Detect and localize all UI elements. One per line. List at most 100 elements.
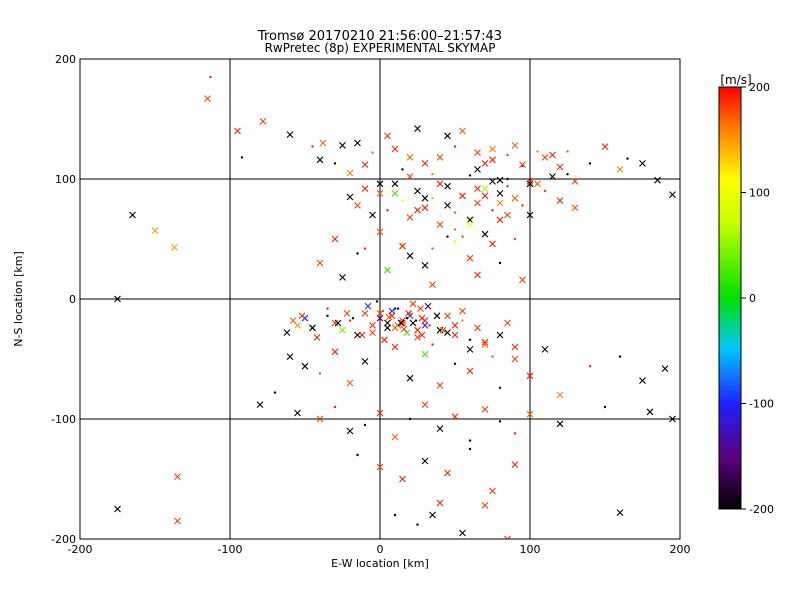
data-point-dot bbox=[506, 185, 509, 188]
data-point-cross bbox=[384, 324, 391, 332]
data-point-cross bbox=[459, 127, 466, 135]
data-point-cross bbox=[376, 310, 384, 317]
data-point-cross bbox=[418, 331, 426, 339]
data-point-cross bbox=[400, 325, 408, 333]
data-point-dot bbox=[431, 173, 434, 176]
data-point-cross bbox=[376, 180, 384, 188]
data-point-dot bbox=[351, 317, 355, 320]
data-point-dot bbox=[468, 338, 472, 341]
plot-area bbox=[79, 58, 681, 540]
data-point-cross bbox=[316, 156, 324, 164]
data-point-cross bbox=[171, 244, 178, 251]
data-point-cross bbox=[376, 463, 384, 471]
data-point-dot bbox=[363, 423, 367, 427]
data-point-cross bbox=[511, 461, 519, 468]
data-point-cross bbox=[409, 300, 417, 308]
data-point-cross bbox=[489, 178, 496, 185]
data-point-cross bbox=[534, 180, 541, 188]
data-point-dot bbox=[431, 343, 434, 346]
data-point-cross bbox=[406, 214, 414, 221]
data-point-cross bbox=[369, 211, 376, 219]
data-point-cross bbox=[459, 307, 466, 315]
data-point-dot bbox=[566, 173, 569, 176]
data-point-cross bbox=[474, 149, 481, 156]
data-point-cross bbox=[451, 413, 459, 420]
data-point-cross bbox=[417, 305, 424, 312]
data-point-dot bbox=[453, 362, 457, 365]
data-point-cross bbox=[358, 331, 366, 339]
data-point-cross bbox=[331, 319, 339, 327]
data-point-dot bbox=[521, 204, 524, 207]
data-point-dot bbox=[326, 314, 329, 317]
data-point-cross bbox=[571, 204, 579, 212]
data-point-cross bbox=[504, 535, 511, 539]
data-point-cross bbox=[406, 374, 414, 382]
data-point-cross bbox=[421, 322, 429, 329]
data-point-cross bbox=[489, 240, 496, 248]
data-point-dot bbox=[393, 513, 397, 517]
data-point-cross bbox=[556, 163, 564, 171]
y-tick-label: 0 bbox=[69, 293, 76, 306]
y-tick-label: 200 bbox=[55, 53, 76, 66]
data-point-cross bbox=[429, 511, 436, 519]
data-point-cross bbox=[414, 125, 421, 132]
data-point-dot bbox=[453, 145, 457, 148]
data-point-dot bbox=[326, 307, 329, 310]
x-axis-label: E-W location [km] bbox=[331, 557, 429, 570]
data-point-cross bbox=[346, 427, 354, 435]
data-point-dot bbox=[431, 247, 434, 250]
data-point-dot bbox=[513, 237, 517, 241]
data-point-cross bbox=[376, 190, 384, 197]
data-point-cross bbox=[339, 326, 346, 334]
x-axis-ticks: -200 -100 0 100 200 bbox=[68, 543, 691, 556]
data-point-cross bbox=[669, 191, 676, 198]
data-point-dot bbox=[498, 386, 502, 389]
colorbar-label: [m/s] bbox=[720, 73, 751, 87]
data-point-dot bbox=[431, 197, 434, 200]
data-point-cross bbox=[114, 505, 121, 513]
data-point-dot bbox=[453, 240, 457, 243]
data-point-cross bbox=[346, 379, 354, 387]
data-point-cross bbox=[556, 197, 564, 204]
data-point-cross bbox=[436, 499, 444, 507]
data-point-cross bbox=[391, 180, 399, 188]
data-point-cross bbox=[346, 169, 354, 177]
data-point-cross bbox=[444, 182, 451, 190]
data-point-cross bbox=[541, 154, 549, 161]
data-point-cross bbox=[421, 204, 429, 212]
data-point-cross bbox=[444, 312, 451, 320]
data-point-dot bbox=[453, 211, 457, 214]
data-point-cross bbox=[339, 274, 346, 281]
data-point-cross bbox=[436, 180, 444, 188]
data-point-cross bbox=[384, 319, 391, 327]
data-point-cross bbox=[504, 319, 511, 327]
data-point-cross bbox=[436, 221, 444, 228]
data-point-cross bbox=[541, 346, 549, 353]
data-point-cross bbox=[204, 95, 211, 102]
data-point-cross bbox=[414, 206, 421, 214]
data-point-cross bbox=[421, 160, 429, 167]
data-point-cross bbox=[496, 190, 504, 197]
data-point-cross bbox=[459, 529, 466, 537]
data-point-cross bbox=[361, 185, 369, 192]
data-point-cross bbox=[474, 271, 481, 279]
data-point-cross bbox=[481, 502, 489, 509]
data-point-dot bbox=[405, 317, 409, 320]
data-point-cross bbox=[174, 517, 181, 525]
data-point-cross bbox=[436, 382, 444, 389]
data-point-dot bbox=[566, 150, 569, 153]
data-point-dot bbox=[333, 162, 337, 165]
data-point-cross bbox=[489, 487, 496, 495]
data-point-cross bbox=[421, 350, 429, 358]
data-point-cross bbox=[234, 127, 241, 135]
data-point-cross bbox=[421, 401, 429, 408]
data-point-cross bbox=[309, 324, 316, 332]
data-point-cross bbox=[421, 317, 429, 324]
data-point-cross bbox=[466, 367, 474, 375]
data-point-cross bbox=[391, 190, 399, 197]
data-point-cross bbox=[354, 202, 361, 209]
data-point-dot bbox=[461, 319, 464, 322]
data-point-cross bbox=[406, 252, 414, 260]
y-tick-label: 100 bbox=[55, 173, 76, 186]
data-point-cross bbox=[283, 329, 291, 336]
